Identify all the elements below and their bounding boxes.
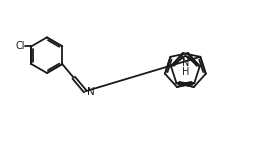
Text: Cl: Cl [15, 41, 25, 51]
Text: N: N [87, 87, 95, 97]
Text: N
H: N H [182, 58, 189, 77]
